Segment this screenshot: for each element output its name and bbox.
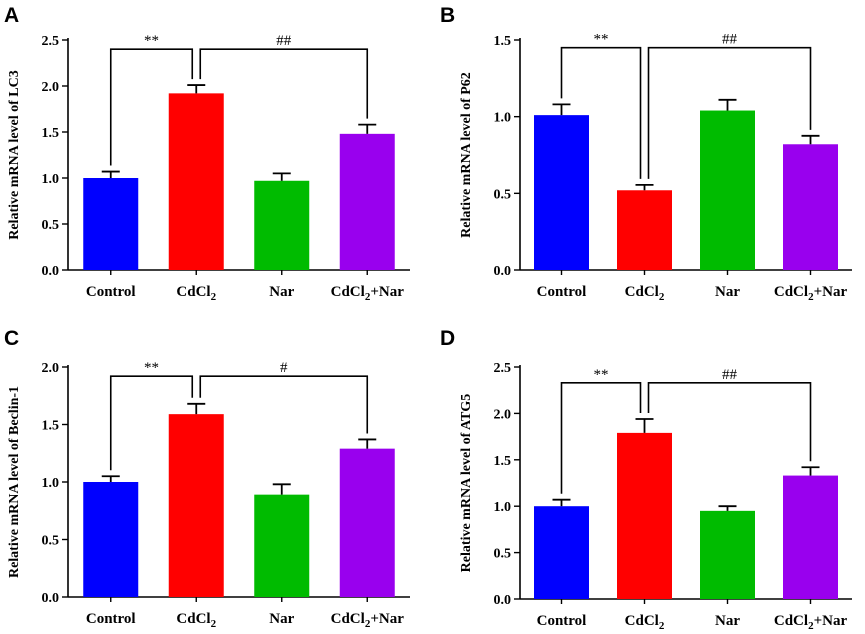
x-tick-label: Nar [269, 284, 294, 300]
x-tick-label: Control [537, 284, 587, 300]
panel-d: D Relative mRNA level of ATG5 0.0 0.5 1.0 1.5… [440, 327, 852, 632]
bar-4 [783, 144, 838, 270]
significance-bracket [109, 375, 194, 471]
significance-label: ** [144, 360, 159, 376]
bar-1 [534, 115, 589, 270]
y-tick-label: 0.5 [42, 534, 60, 549]
significance-bracket [560, 46, 642, 179]
significance-bracket [560, 381, 642, 494]
bar-1 [83, 178, 139, 270]
y-tick-label: 2.5 [494, 361, 512, 376]
y-tick-label: 1.0 [42, 172, 60, 187]
x-tick-label: CdCl2 [176, 611, 216, 630]
significance-label: ## [276, 33, 292, 49]
bar-3 [700, 110, 755, 271]
bar-3 [254, 494, 310, 597]
bar-2 [617, 432, 672, 599]
panel-letter: D [440, 327, 455, 350]
bar-4 [783, 475, 838, 599]
y-tick-label: 2.5 [42, 34, 60, 49]
y-tick-label: 0.0 [42, 264, 60, 279]
significance-label: ## [722, 367, 738, 383]
x-tick-label: CdCl2 [625, 613, 665, 632]
x-tick-label: Control [86, 284, 136, 300]
bar-4 [339, 448, 395, 597]
panel-b: B Relative mRNA level of P62 0.0 0.5 1.0 1.5 C… [440, 4, 852, 303]
significance-label: ** [594, 32, 609, 48]
significance-bracket [647, 46, 812, 179]
x-tick-label: Nar [715, 284, 740, 300]
x-tick-label: CdCl2+Nar [331, 284, 405, 303]
y-axis-label: Relative mRNA level of LC3 [7, 70, 22, 240]
x-tick-label: CdCl2+Nar [774, 613, 848, 632]
y-tick-label: 1.0 [494, 111, 512, 126]
bar-4 [339, 133, 395, 270]
significance-label: ## [722, 32, 738, 48]
y-tick-label: 0.5 [494, 187, 512, 202]
y-tick-label: 0.0 [42, 591, 60, 606]
bar-1 [83, 482, 139, 597]
significance-bracket [199, 375, 369, 434]
x-tick-label: CdCl2 [625, 284, 665, 303]
y-tick-label: 2.0 [42, 80, 60, 95]
x-tick-label: CdCl2 [176, 284, 216, 303]
x-tick-label: Control [537, 613, 587, 629]
significance-label: ** [144, 33, 159, 49]
bar-2 [617, 190, 672, 270]
x-tick-label: Nar [715, 613, 740, 629]
significance-bracket [109, 48, 194, 166]
significance-bracket [647, 381, 812, 462]
panel-c: C Relative mRNA level of Beclin-1 0.0 0.5 1.… [4, 327, 410, 630]
panel-a: A Relative mRNA level of LC3 0.0 0.5 1.0 1.5 2… [4, 4, 410, 303]
x-tick-label: CdCl2+Nar [774, 284, 848, 303]
x-tick-label: Control [86, 611, 136, 627]
bar-2 [168, 414, 224, 597]
y-tick-label: 2.0 [494, 407, 512, 422]
y-tick-label: 0.0 [494, 264, 512, 279]
bar-2 [168, 93, 224, 270]
y-tick-label: 2.0 [42, 361, 60, 376]
bar-3 [700, 510, 755, 599]
y-tick-label: 0.0 [494, 593, 512, 608]
significance-label: # [280, 360, 288, 376]
bar-3 [254, 180, 310, 270]
y-tick-label: 1.5 [494, 454, 512, 469]
y-tick-label: 1.0 [42, 476, 60, 491]
y-tick-label: 1.0 [494, 500, 512, 515]
y-tick-label: 1.5 [494, 34, 512, 49]
y-tick-label: 0.5 [494, 547, 512, 562]
panel-letter: A [4, 4, 19, 27]
significance-bracket [199, 48, 369, 119]
significance-label: ** [594, 367, 609, 383]
y-tick-label: 1.5 [42, 126, 60, 141]
y-axis-label: Relative mRNA level of ATG5 [459, 394, 474, 573]
y-tick-label: 0.5 [42, 218, 60, 233]
x-tick-label: CdCl2+Nar [331, 611, 405, 630]
y-tick-label: 1.5 [42, 419, 60, 434]
panel-letter: B [440, 4, 455, 27]
panel-letter: C [4, 327, 19, 350]
y-axis-label: Relative mRNA level of P62 [459, 72, 474, 238]
bar-1 [534, 506, 589, 599]
x-tick-label: Nar [269, 611, 294, 627]
y-axis-label: Relative mRNA level of Beclin-1 [7, 386, 22, 578]
